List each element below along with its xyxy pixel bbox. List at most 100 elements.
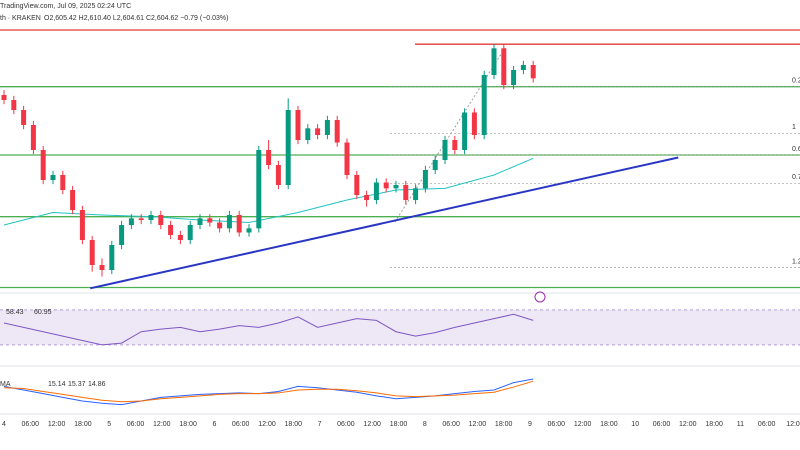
fib-label: 0.2: [792, 78, 800, 85]
candle-body: [383, 182, 389, 189]
candle-body: [315, 128, 321, 135]
x-tick-label: 5: [107, 421, 111, 428]
x-tick-label: 12:00: [363, 421, 381, 428]
candle-body: [207, 218, 213, 223]
candle-body: [21, 110, 27, 125]
candle-body: [1, 95, 7, 100]
macd-label: 15.14: [48, 381, 66, 388]
x-tick-label: 12:00: [469, 421, 487, 428]
candle-body: [481, 75, 487, 135]
candle-body: [119, 225, 125, 245]
candle-body: [138, 218, 144, 220]
x-tick-label: 12:00: [258, 421, 276, 428]
macd-label: MA: [0, 381, 11, 388]
x-tick-label: 12:00: [48, 421, 66, 428]
candle-body: [364, 195, 370, 200]
candle-body: [197, 218, 203, 225]
macd-line: [3, 378, 534, 406]
x-tick-label: 12:00: [153, 421, 171, 428]
x-tick-label: 11: [737, 421, 744, 428]
x-tick-label: 18:00: [179, 421, 197, 428]
x-tick-label: 4: [2, 421, 6, 428]
candle-body: [373, 182, 379, 200]
candle-body: [403, 185, 409, 200]
candle-body: [217, 222, 223, 229]
macd-label: 15.37: [68, 381, 86, 388]
ohlc: O2,605.42 H2,610.40 L2,604.61 C2,604.62 …: [44, 15, 228, 22]
x-tick-label: 7: [318, 421, 322, 428]
candle-body: [50, 175, 56, 180]
candle-body: [11, 100, 17, 110]
macd-line: [3, 380, 534, 403]
x-tick-label: 06:00: [232, 421, 250, 428]
alert-icon[interactable]: [534, 291, 546, 303]
candle-body: [256, 150, 262, 229]
x-tick-label: 18:00: [74, 421, 92, 428]
candle-body: [168, 225, 174, 235]
candle-body: [432, 160, 438, 170]
candle-body: [344, 142, 350, 175]
candle-body: [187, 225, 193, 240]
candle-body: [285, 110, 291, 185]
candle-body: [128, 218, 134, 225]
x-tick-label: 18:00: [600, 421, 618, 428]
x-tick-label: 6: [212, 421, 216, 428]
candle-body: [295, 110, 301, 140]
candle-body: [422, 170, 428, 189]
candle-body: [462, 112, 468, 150]
candle-body: [471, 112, 477, 135]
candle-body: [491, 48, 497, 75]
x-tick-label: 06:00: [548, 421, 566, 428]
x-tick-label: 12:0: [786, 421, 800, 428]
fib-label: 1.2: [792, 258, 800, 265]
x-tick-label: 10: [631, 421, 639, 428]
trend-line: [90, 156, 679, 290]
x-tick-label: 06:00: [337, 421, 355, 428]
source: TradingView.com, Jul 09, 2025 02:24 UTC: [0, 3, 131, 10]
ema-line: [3, 157, 534, 226]
candle-body: [177, 235, 183, 240]
x-tick-label: 06:00: [127, 421, 145, 428]
candle-body: [501, 48, 507, 85]
candle-body: [530, 65, 536, 79]
candle-body: [89, 240, 95, 265]
macd-label: 14.86: [88, 381, 106, 388]
candle-body: [452, 140, 458, 150]
x-tick-label: 8: [423, 421, 427, 428]
candle-body: [305, 128, 311, 140]
candle-body: [70, 190, 76, 210]
candle-body: [354, 175, 360, 195]
symbol: th · KRAKEN: [0, 15, 41, 22]
candle-body: [236, 215, 242, 233]
x-tick-label: 18:00: [390, 421, 408, 428]
fib-label: 0.7: [792, 174, 800, 181]
x-tick-label: 12:00: [574, 421, 592, 428]
candle-body: [324, 120, 330, 135]
candle-body: [246, 228, 252, 233]
rsi-band: [0, 309, 800, 345]
candle-body: [442, 140, 448, 160]
candle-body: [413, 188, 419, 200]
x-tick-label: 12:00: [679, 421, 697, 428]
rsi-line: [3, 313, 534, 346]
rsi-label: 60.95: [34, 309, 52, 316]
candle-body: [226, 215, 232, 229]
x-tick-label: 9: [528, 421, 532, 428]
candle-body: [393, 185, 399, 189]
x-tick-label: 06:00: [442, 421, 460, 428]
candle-body: [158, 215, 164, 225]
x-tick-label: 06:00: [758, 421, 776, 428]
rsi-label: 58.43: [6, 309, 24, 316]
candle-body: [148, 215, 154, 220]
candle-body: [266, 150, 272, 165]
candle-body: [520, 65, 526, 70]
candle-body: [40, 150, 46, 180]
candle-body: [334, 120, 340, 143]
candle-body: [99, 265, 105, 270]
candle-body: [511, 70, 517, 85]
fib-label: 1: [792, 124, 796, 131]
x-tick-label: 06:00: [653, 421, 671, 428]
x-tick-label: 18:00: [495, 421, 513, 428]
candle-body: [79, 210, 85, 240]
